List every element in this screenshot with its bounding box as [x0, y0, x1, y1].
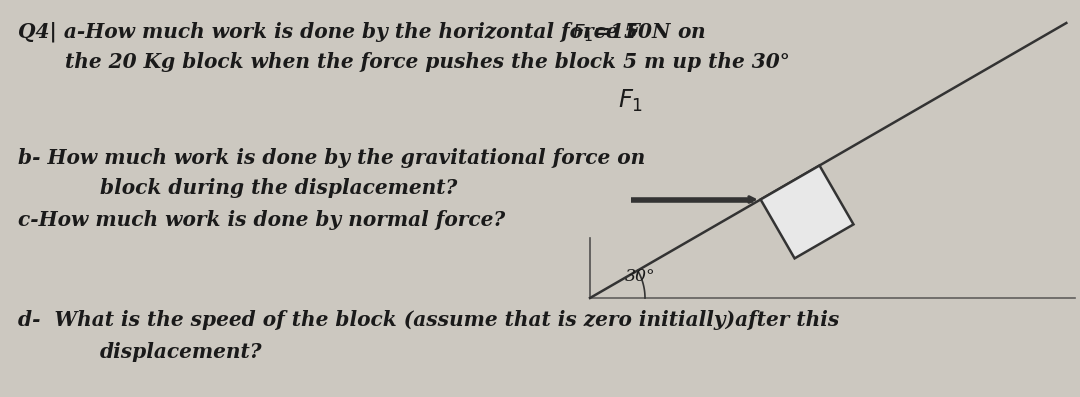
- Text: b- How much work is done by the gravitational force on: b- How much work is done by the gravitat…: [18, 148, 645, 168]
- Text: c-How much work is done by normal force?: c-How much work is done by normal force?: [18, 210, 505, 230]
- Text: $F_1$: $F_1$: [618, 88, 644, 114]
- Text: displacement?: displacement?: [100, 342, 262, 362]
- Text: $F_1$=150N on: $F_1$=150N on: [572, 22, 706, 44]
- Text: Q4| a-How much work is done by the horizontal force F: Q4| a-How much work is done by the horiz…: [18, 22, 639, 42]
- Text: 30°: 30°: [625, 268, 656, 285]
- Text: the 20 Kg block when the force pushes the block 5 m up the 30°: the 20 Kg block when the force pushes th…: [65, 52, 789, 72]
- Polygon shape: [760, 166, 853, 258]
- Text: block during the displacement?: block during the displacement?: [100, 178, 457, 198]
- Text: d-  What is the speed of the block (assume that is zero initially)after this: d- What is the speed of the block (assum…: [18, 310, 839, 330]
